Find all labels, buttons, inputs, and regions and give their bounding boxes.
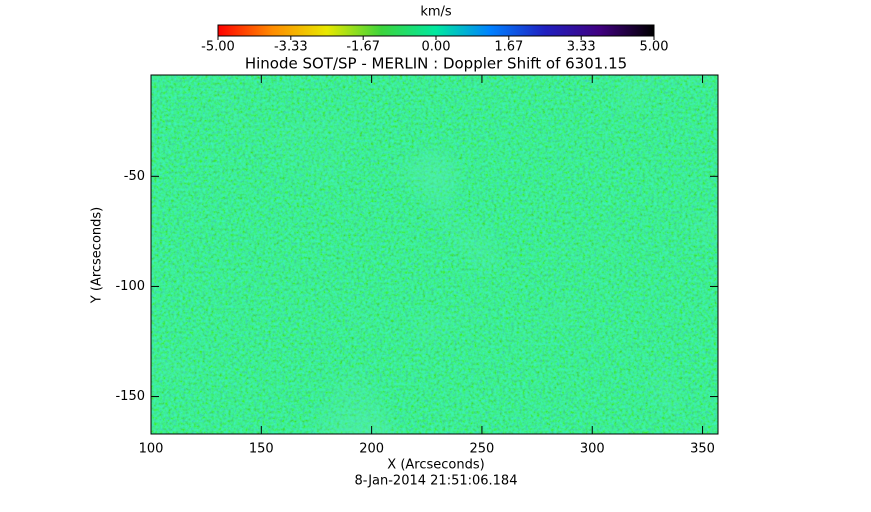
y-tick-label: -50: [124, 169, 145, 184]
colorbar-tick-label: -5.00: [201, 40, 235, 55]
x-axis-label: X (Arcseconds): [387, 458, 484, 473]
colorbar: [217, 24, 655, 37]
x-tick-label: 100: [139, 442, 164, 457]
x-tick-label: 300: [580, 442, 605, 457]
footer: 8-Jan-2014 21:51:06.184: [355, 474, 518, 489]
y-tick-label: -100: [115, 279, 145, 294]
colorbar-tick-label: -1.67: [346, 40, 380, 55]
x-tick-label: 350: [690, 442, 715, 457]
y-axis-label: Y (Arcseconds): [90, 207, 105, 304]
colorbar-tick-label: 1.67: [494, 40, 523, 55]
colorbar-label: km/s: [420, 5, 452, 20]
x-tick-label: 150: [249, 442, 274, 457]
colorbar-tick-label: 5.00: [640, 40, 669, 55]
x-tick-label: 250: [470, 442, 495, 457]
chart-title: Hinode SOT/SP - MERLIN : Doppler Shift o…: [245, 55, 627, 73]
colorbar-tick-label: -3.33: [274, 40, 308, 55]
y-tick-label: -150: [115, 389, 145, 404]
x-tick-label: 200: [359, 442, 384, 457]
colorbar-tick-label: 3.33: [567, 40, 596, 55]
image: [150, 74, 719, 435]
colorbar-tick-label: 0.00: [422, 40, 451, 55]
